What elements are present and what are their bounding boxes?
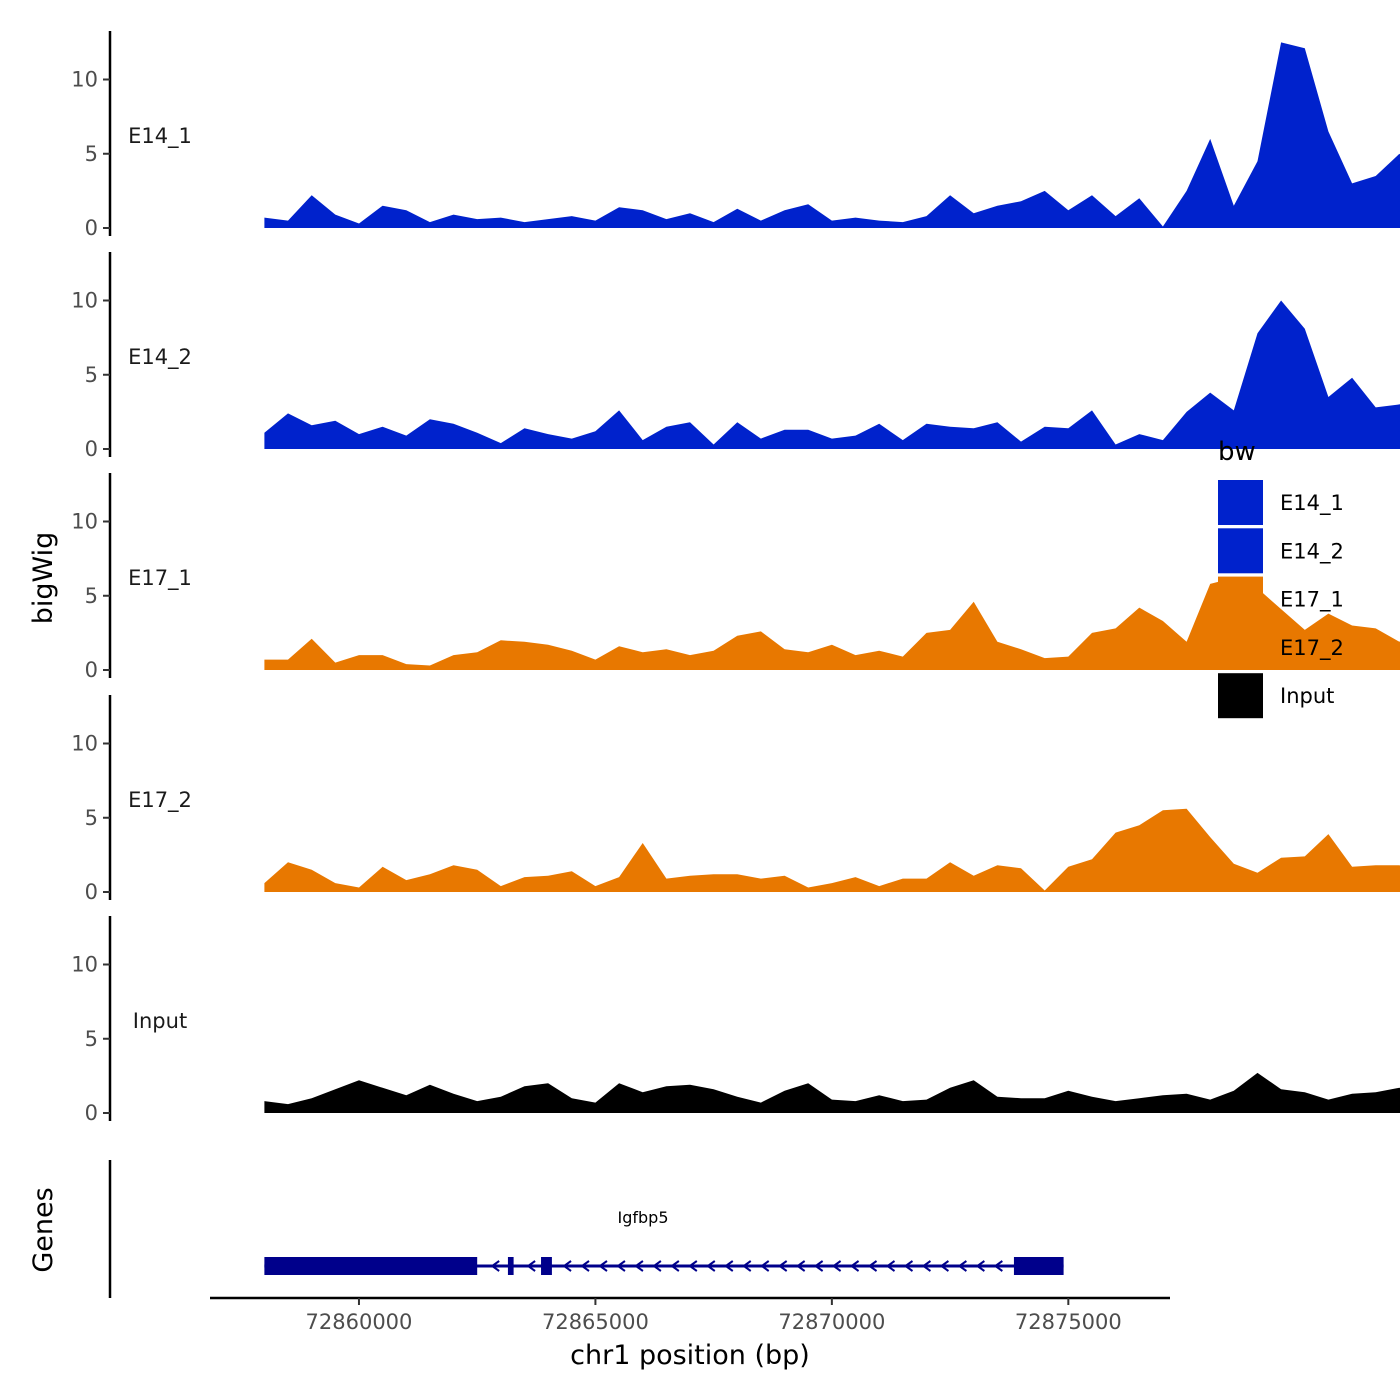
x-axis-title: chr1 position (bp) <box>570 1340 810 1371</box>
strand-arrow <box>706 1260 716 1272</box>
legend-key-e17_1 <box>1218 576 1263 622</box>
strand-arrow <box>795 1260 806 1272</box>
track-label: E14_2 <box>128 345 192 370</box>
strand-arrow <box>490 1260 500 1272</box>
y-axis-title: bigWig <box>28 532 59 625</box>
strand-arrow <box>885 1260 896 1272</box>
signal-area-e17_2 <box>264 808 1400 892</box>
strand-arrow <box>670 1260 680 1272</box>
track-e14_2: 0 5 10 E14_2 <box>71 252 1400 461</box>
strand-arrow <box>939 1260 950 1272</box>
strand-arrow <box>562 1260 572 1272</box>
y-tick-label: 5 <box>85 584 98 608</box>
legend-key-e14_1 <box>1218 480 1263 525</box>
signal-area-e14_1 <box>264 42 1400 228</box>
y-tick-label: 10 <box>71 732 98 756</box>
track-e17_1: 0 5 10 E17_1 <box>71 473 1400 682</box>
strand-arrow <box>777 1260 788 1272</box>
track-label: E17_1 <box>128 566 192 591</box>
gene-exon <box>264 1257 478 1275</box>
track-e14_1: 0 5 10 E14_1 <box>71 31 1400 240</box>
legend-label: E14_1 <box>1280 491 1344 516</box>
strand-arrow <box>903 1260 914 1272</box>
gene-exon <box>507 1257 514 1275</box>
strand-arrow <box>634 1260 644 1272</box>
y-tick-label: 0 <box>85 437 98 461</box>
legend-title: bw <box>1218 437 1256 467</box>
strand-arrow <box>652 1260 662 1272</box>
track-label: Input <box>133 1009 187 1033</box>
strand-arrow <box>598 1260 608 1272</box>
y-tick-label: 5 <box>85 1027 98 1051</box>
track-label: E14_1 <box>128 124 192 149</box>
track-e17_2: 0 5 10 E17_2 <box>71 695 1400 904</box>
gene-exon <box>1013 1257 1064 1275</box>
strand-arrow <box>957 1260 967 1272</box>
x-tick-label: 72865000 <box>542 1310 649 1334</box>
y-tick-label: 10 <box>71 289 98 313</box>
y-tick-label: 10 <box>71 953 98 977</box>
legend-key-e14_2 <box>1218 528 1263 574</box>
x-tick-label: 72870000 <box>778 1310 885 1334</box>
x-tick-label: 72875000 <box>1015 1310 1122 1334</box>
strand-arrow <box>993 1260 1003 1272</box>
strand-arrow <box>867 1260 878 1272</box>
strand-arrow <box>724 1260 734 1272</box>
y-tick-label: 0 <box>85 658 98 682</box>
legend-label: E14_2 <box>1280 539 1344 564</box>
legend-key-input <box>1218 673 1263 719</box>
strand-arrow <box>742 1260 752 1272</box>
strand-arrow <box>813 1260 824 1272</box>
gene-exon <box>541 1257 552 1275</box>
strand-arrow <box>831 1260 842 1272</box>
gene-name-label: Igfbp5 <box>618 1208 669 1227</box>
y-tick-label: 0 <box>85 1101 98 1125</box>
y-tick-label: 10 <box>71 510 98 534</box>
strand-arrow <box>921 1260 932 1272</box>
signal-area-e17_1 <box>264 577 1400 670</box>
x-axis: 72860000 72865000 72870000 72875000 <box>210 1296 1170 1334</box>
y-tick-label: 5 <box>85 142 98 166</box>
legend: bw E14_1 E14_2 E17_1 E17_2 Input <box>1218 437 1344 719</box>
y-tick-label: 0 <box>85 216 98 240</box>
strand-arrow <box>526 1260 536 1272</box>
strand-arrow <box>975 1260 985 1272</box>
y-tick-label: 0 <box>85 880 98 904</box>
signal-area-e14_2 <box>264 300 1400 449</box>
strand-arrow <box>580 1260 590 1272</box>
legend-label: E17_1 <box>1280 588 1344 613</box>
legend-label: E17_2 <box>1280 636 1344 661</box>
strand-arrow <box>849 1260 860 1272</box>
gene-track: Igfbp5 <box>108 1160 1064 1298</box>
tracks-layer: 0 5 10 E14_1 0 5 10 E14_2 0 5 10 E17_1 0 5 10 E17_2 0 5 10… <box>71 31 1400 1125</box>
y-tick-label: 10 <box>71 68 98 92</box>
strand-arrow <box>759 1260 770 1272</box>
genes-axis-title: Genes <box>28 1187 59 1272</box>
legend-key-e17_2 <box>1218 624 1263 670</box>
y-tick-label: 5 <box>85 363 98 387</box>
strand-arrow <box>688 1260 698 1272</box>
track-input: 0 5 10 Input <box>71 916 1400 1125</box>
legend-label: Input <box>1280 684 1334 708</box>
strand-arrow <box>616 1260 626 1272</box>
signal-area-input <box>264 1072 1400 1113</box>
x-tick-label: 72860000 <box>306 1310 413 1334</box>
track-label: E17_2 <box>128 788 192 813</box>
y-tick-label: 5 <box>85 806 98 830</box>
